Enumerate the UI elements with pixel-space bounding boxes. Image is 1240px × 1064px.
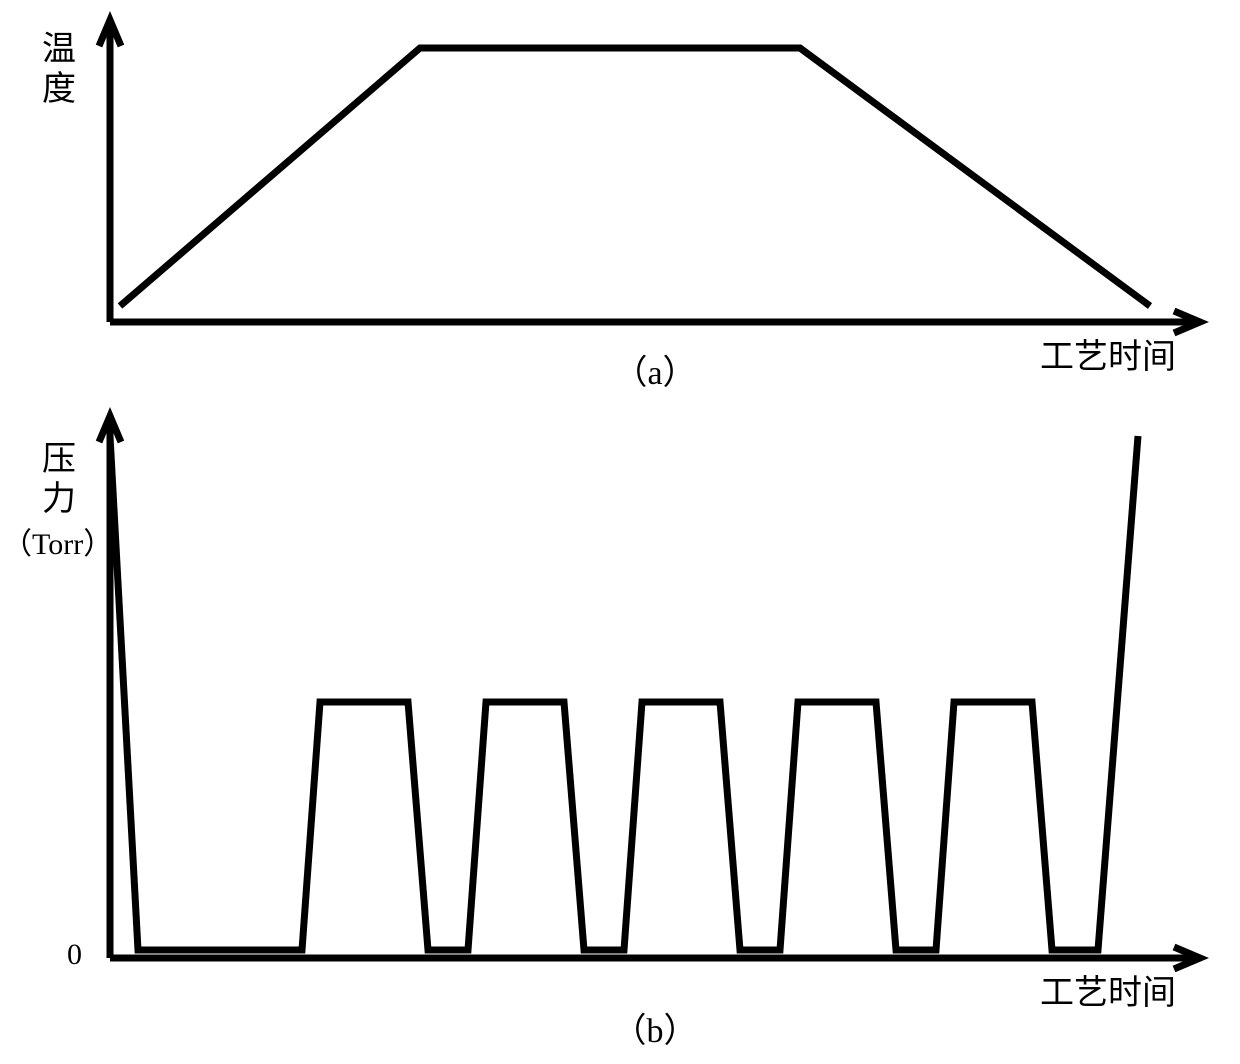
chart-b-y-tick0: 0 [67,938,82,971]
chart-a-y-label-line0: 温 [42,31,76,68]
chart-b-sublabel: （b） [613,1012,698,1050]
chart-b-pressure-curve [110,436,1138,950]
chart-b-y-unit: （Torr） [2,528,113,561]
chart-a-sublabel: （a） [613,354,696,392]
chart-a-temperature-curve [120,48,1150,306]
chart-b-y-label-line0: 压 [42,441,76,478]
chart-b-y-label-line1: 力 [42,480,76,518]
chart-a-x-label: 工艺时间 [1040,339,1176,376]
chart-b-x-label: 工艺时间 [1040,975,1176,1012]
chart-a-y-label-line1: 度 [42,70,76,108]
